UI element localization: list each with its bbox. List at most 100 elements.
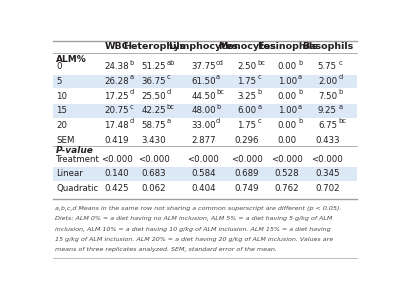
Text: bc: bc bbox=[216, 89, 224, 95]
Text: 0.433: 0.433 bbox=[315, 135, 340, 145]
Text: 0.762: 0.762 bbox=[275, 184, 300, 193]
Text: cd: cd bbox=[216, 60, 224, 66]
Text: 6.00: 6.00 bbox=[237, 106, 256, 115]
Text: b: b bbox=[216, 104, 220, 110]
Text: 48.00: 48.00 bbox=[191, 106, 216, 115]
Text: d: d bbox=[166, 89, 171, 95]
Text: Linear: Linear bbox=[56, 169, 83, 178]
Text: 2.00: 2.00 bbox=[318, 77, 337, 86]
Text: 17.25: 17.25 bbox=[104, 92, 129, 101]
Text: 0.528: 0.528 bbox=[275, 169, 300, 178]
Text: b: b bbox=[258, 89, 262, 95]
Text: 0.425: 0.425 bbox=[104, 184, 129, 193]
Text: <0.000: <0.000 bbox=[138, 155, 170, 164]
Text: 10: 10 bbox=[56, 92, 67, 101]
Text: 37.75: 37.75 bbox=[191, 62, 216, 72]
Text: 1.75: 1.75 bbox=[237, 121, 256, 130]
Text: 9.25: 9.25 bbox=[318, 106, 337, 115]
Text: 0.683: 0.683 bbox=[142, 169, 166, 178]
Text: b: b bbox=[298, 118, 302, 124]
Text: 2.50: 2.50 bbox=[237, 62, 256, 72]
Text: c: c bbox=[129, 104, 133, 110]
Text: c: c bbox=[338, 60, 342, 66]
Text: 0.404: 0.404 bbox=[191, 184, 216, 193]
Text: 1.00: 1.00 bbox=[278, 77, 297, 86]
Text: d: d bbox=[129, 118, 134, 124]
Text: c: c bbox=[258, 74, 261, 80]
Text: <0.000: <0.000 bbox=[188, 155, 219, 164]
Text: b: b bbox=[338, 89, 342, 95]
Text: a: a bbox=[216, 74, 220, 80]
Text: a: a bbox=[298, 74, 302, 80]
Text: P-value: P-value bbox=[56, 146, 94, 155]
Text: 5.75: 5.75 bbox=[318, 62, 337, 72]
Text: 15 g/kg of ALM inclusion. ALM 20% = a diet having 20 g/kg of ALM inclusion. Valu: 15 g/kg of ALM inclusion. ALM 20% = a di… bbox=[55, 237, 333, 242]
Text: 33.00: 33.00 bbox=[191, 121, 216, 130]
Bar bbox=[53, 75, 357, 88]
Text: d: d bbox=[129, 89, 134, 95]
Bar bbox=[53, 104, 357, 118]
Text: d: d bbox=[216, 118, 220, 124]
Text: 44.50: 44.50 bbox=[191, 92, 216, 101]
Text: 0.140: 0.140 bbox=[104, 169, 129, 178]
Text: 0.296: 0.296 bbox=[234, 135, 259, 145]
Text: b: b bbox=[298, 60, 302, 66]
Text: 1.00: 1.00 bbox=[278, 106, 297, 115]
Text: 36.75: 36.75 bbox=[142, 77, 166, 86]
Text: Heterophils: Heterophils bbox=[123, 42, 185, 51]
Text: 5: 5 bbox=[56, 77, 62, 86]
Text: Quadratic: Quadratic bbox=[56, 184, 98, 193]
Text: 0.00: 0.00 bbox=[278, 92, 297, 101]
Text: d: d bbox=[338, 74, 342, 80]
Bar bbox=[53, 167, 357, 181]
Text: a: a bbox=[129, 74, 134, 80]
Text: 24.38: 24.38 bbox=[104, 62, 129, 72]
Text: 17.48: 17.48 bbox=[104, 121, 129, 130]
Text: 0.749: 0.749 bbox=[234, 184, 259, 193]
Text: 2.877: 2.877 bbox=[191, 135, 216, 145]
Text: Treatment: Treatment bbox=[56, 155, 100, 164]
Text: 51.25: 51.25 bbox=[142, 62, 166, 72]
Text: Basophils: Basophils bbox=[302, 42, 353, 51]
Text: 0.584: 0.584 bbox=[191, 169, 216, 178]
Text: 0.00: 0.00 bbox=[278, 121, 297, 130]
Text: 6.75: 6.75 bbox=[318, 121, 337, 130]
Text: 20.75: 20.75 bbox=[104, 106, 129, 115]
Text: c: c bbox=[166, 74, 170, 80]
Text: ab: ab bbox=[166, 60, 175, 66]
Text: a: a bbox=[166, 118, 171, 124]
Text: 0.689: 0.689 bbox=[234, 169, 259, 178]
Text: b: b bbox=[129, 60, 134, 66]
Text: 3.430: 3.430 bbox=[142, 135, 166, 145]
Text: ALM%: ALM% bbox=[56, 55, 87, 64]
Text: means of three replicates analyzed. SEM, standard error of the mean.: means of three replicates analyzed. SEM,… bbox=[55, 247, 276, 252]
Text: b: b bbox=[298, 89, 302, 95]
Text: <0.000: <0.000 bbox=[231, 155, 263, 164]
Text: 61.50: 61.50 bbox=[191, 77, 216, 86]
Text: 20: 20 bbox=[56, 121, 67, 130]
Text: 0.419: 0.419 bbox=[104, 135, 129, 145]
Text: Monocytes: Monocytes bbox=[218, 42, 276, 51]
Text: a: a bbox=[298, 104, 302, 110]
Text: 25.50: 25.50 bbox=[142, 92, 166, 101]
Text: 0.345: 0.345 bbox=[315, 169, 340, 178]
Text: inclusion, ALM 10% = a diet having 10 g/kg of ALM inclusion. ALM 15% = a diet ha: inclusion, ALM 10% = a diet having 10 g/… bbox=[55, 227, 330, 232]
Text: <0.000: <0.000 bbox=[101, 155, 132, 164]
Text: Lymphocytes: Lymphocytes bbox=[168, 42, 238, 51]
Text: 26.28: 26.28 bbox=[104, 77, 129, 86]
Text: 0.062: 0.062 bbox=[142, 184, 166, 193]
Text: Eosinophils: Eosinophils bbox=[257, 42, 318, 51]
Text: 58.75: 58.75 bbox=[142, 121, 166, 130]
Text: 15: 15 bbox=[56, 106, 67, 115]
Text: 0.00: 0.00 bbox=[278, 62, 297, 72]
Text: bc: bc bbox=[166, 104, 174, 110]
Text: c: c bbox=[258, 118, 261, 124]
Text: a,b,c,d Means in the same row not sharing a common superscript are different (p : a,b,c,d Means in the same row not sharin… bbox=[55, 206, 341, 211]
Text: WBC: WBC bbox=[104, 42, 129, 51]
Text: bc: bc bbox=[258, 60, 266, 66]
Text: a: a bbox=[258, 104, 262, 110]
Text: 1.75: 1.75 bbox=[237, 77, 256, 86]
Text: bc: bc bbox=[338, 118, 346, 124]
Text: 3.25: 3.25 bbox=[237, 92, 256, 101]
Text: 42.25: 42.25 bbox=[142, 106, 166, 115]
